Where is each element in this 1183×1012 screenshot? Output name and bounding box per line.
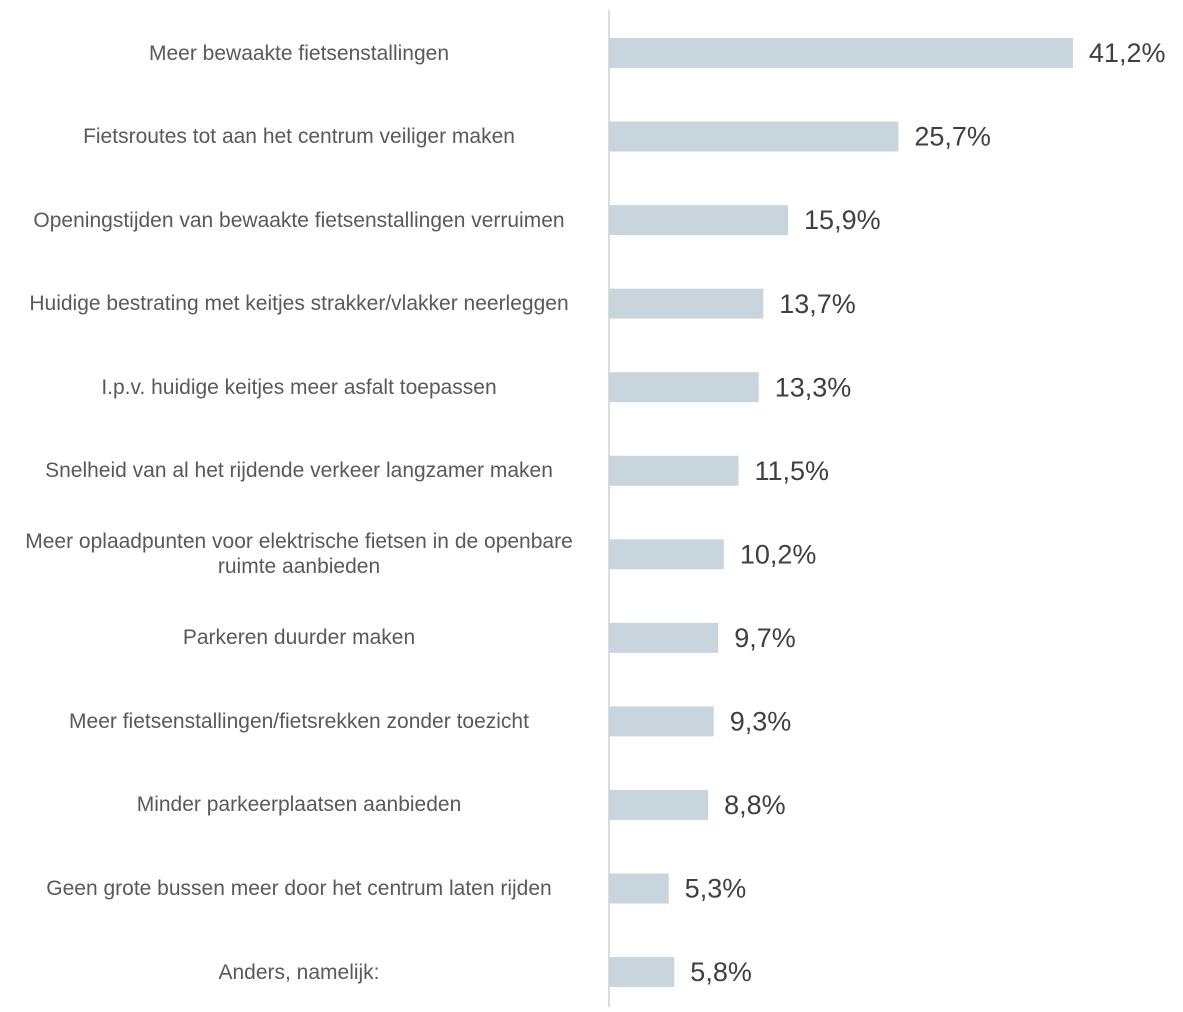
bar: [609, 288, 764, 319]
bar: [609, 789, 709, 820]
value-label: 25,7%: [914, 122, 991, 152]
bar: [609, 38, 1073, 68]
bar: [609, 455, 739, 486]
category-label-box: Geen grote bussen meer door het centrum …: [0, 849, 586, 929]
category-label: Meer bewaakte fietsenstallingen: [148, 41, 449, 65]
category-label: I.p.v. huidige keitjes meer asfalt toepa…: [101, 375, 497, 399]
value-label: 13,7%: [779, 289, 856, 319]
category-label: Openingstijden van bewaakte fietsenstall…: [33, 208, 565, 232]
category-label: Parkeren duurder maken: [182, 626, 416, 650]
bar: [609, 205, 789, 236]
value-label: 41,2%: [1089, 38, 1166, 68]
category-label: Meer oplaadpunten voor elektrische fiets…: [25, 530, 573, 579]
bar: [609, 957, 675, 988]
category-label-box: Huidige bestrating met keitjes strakker/…: [0, 264, 586, 344]
category-label-box: Anders, namelijk:: [0, 932, 586, 1012]
category-label: Meer fietsenstallingen/fietsrekken zonde…: [69, 709, 529, 733]
value-label: 5,8%: [690, 957, 752, 987]
bar: [609, 622, 719, 653]
value-label: 9,3%: [730, 707, 792, 737]
category-label-box: Meer bewaakte fietsenstallingen: [0, 13, 586, 93]
category-label-box: Meer oplaadpunten voor elektrische fiets…: [0, 514, 586, 594]
bar: [609, 873, 669, 904]
value-label: 8,8%: [724, 790, 786, 820]
value-label: 11,5%: [754, 456, 829, 486]
category-label-box: Openingstijden van bewaakte fietsenstall…: [0, 180, 586, 260]
value-label: 13,3%: [775, 372, 852, 402]
category-label: Fietsroutes tot aan het centrum veiliger…: [83, 125, 515, 149]
category-label-box: Fietsroutes tot aan het centrum veiliger…: [0, 97, 586, 177]
category-label-box: Meer fietsenstallingen/fietsrekken zonde…: [0, 681, 586, 761]
category-label: Anders, namelijk:: [218, 960, 380, 984]
category-label-box: Parkeren duurder maken: [0, 598, 586, 678]
category-label-box: I.p.v. huidige keitjes meer asfalt toepa…: [0, 347, 586, 427]
category-label: Huidige bestrating met keitjes strakker/…: [29, 292, 569, 316]
value-label: 9,7%: [734, 623, 796, 653]
bar: [609, 121, 899, 152]
value-label: 15,9%: [804, 205, 881, 235]
value-label: 10,2%: [740, 539, 817, 569]
category-label-box: Minder parkeerplaatsen aanbieden: [0, 765, 586, 845]
category-label-box: Snelheid van al het rijdende verkeer lan…: [0, 431, 586, 511]
category-label: Geen grote bussen meer door het centrum …: [46, 877, 552, 900]
bar: [609, 706, 714, 737]
bar: [609, 539, 724, 570]
value-label: 5,3%: [685, 874, 747, 904]
category-label: Snelheid van al het rijdende verkeer lan…: [45, 459, 553, 483]
bar: [609, 372, 759, 403]
category-label: Minder parkeerplaatsen aanbieden: [136, 793, 462, 817]
